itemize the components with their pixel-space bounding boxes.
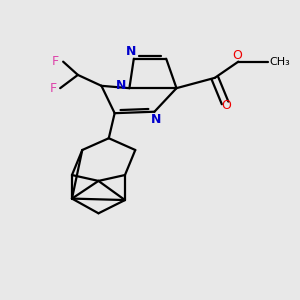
Text: O: O	[232, 49, 242, 62]
Text: N: N	[151, 113, 161, 127]
Text: F: F	[52, 55, 59, 68]
Text: CH₃: CH₃	[269, 57, 290, 67]
Text: F: F	[49, 82, 56, 95]
Text: N: N	[116, 79, 126, 92]
Text: N: N	[126, 45, 136, 58]
Text: O: O	[222, 99, 232, 112]
